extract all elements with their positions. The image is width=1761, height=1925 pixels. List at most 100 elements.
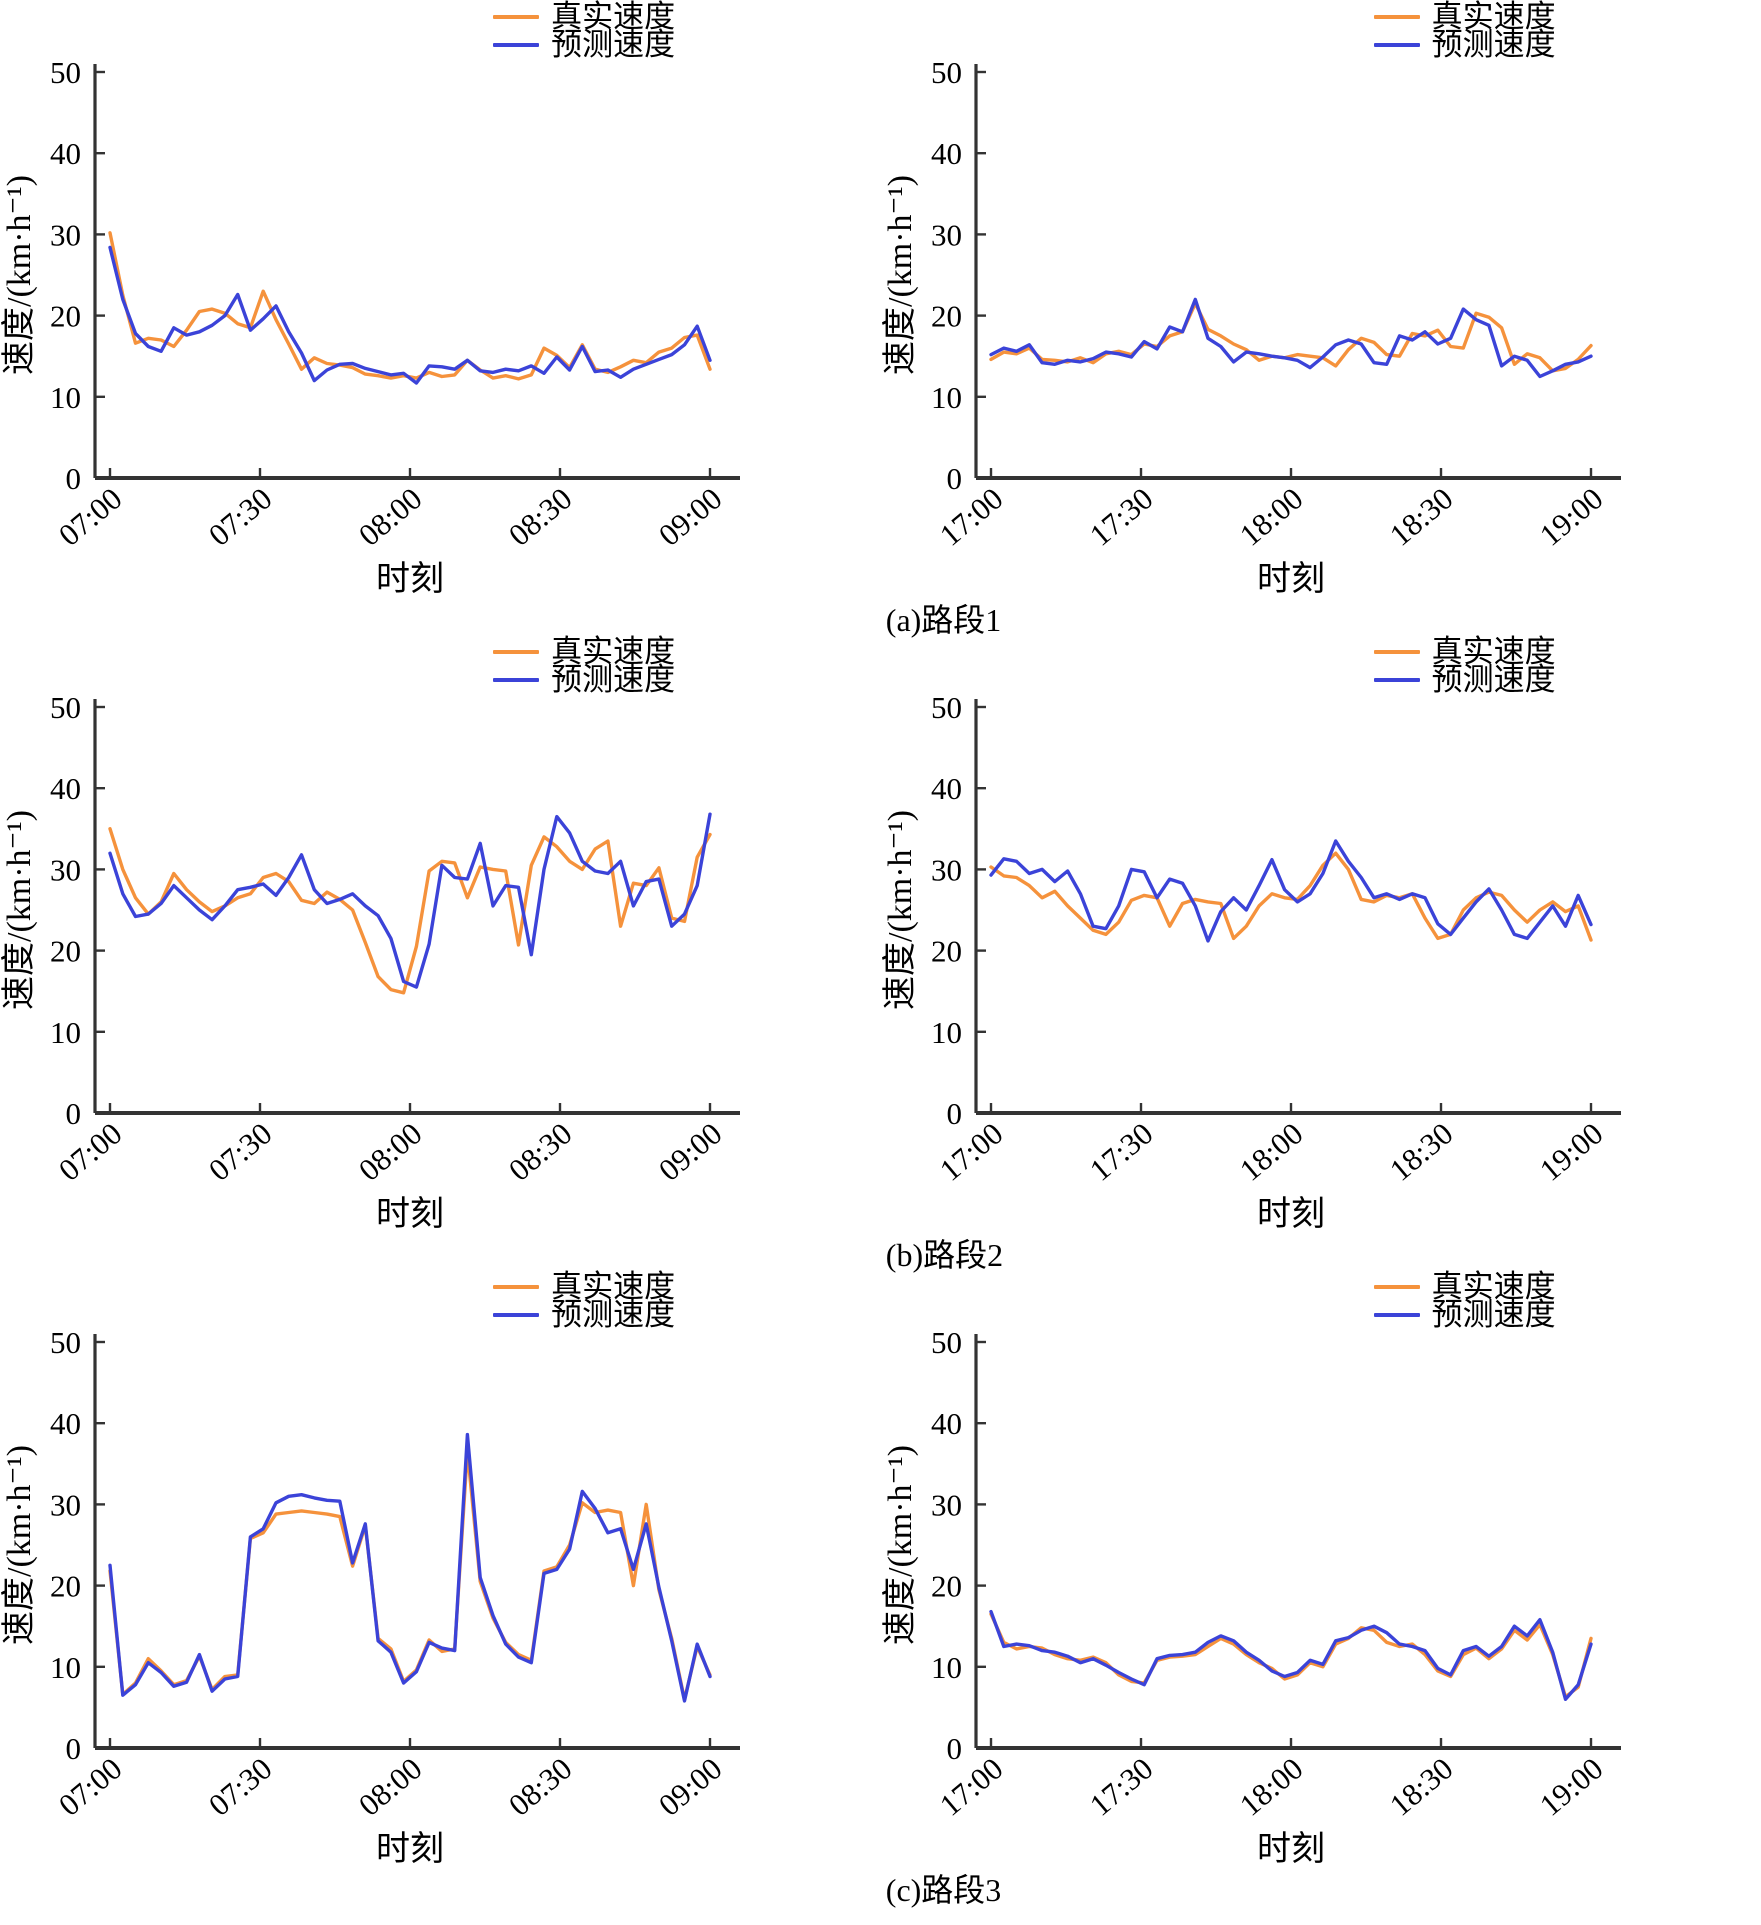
y-axis-tick-label: 0 <box>946 461 962 496</box>
pred-speed-line-swatch <box>493 1313 540 1317</box>
legend-item-pred: 预测速度 <box>1373 1297 1761 1332</box>
x-axis-tick-label: 19:00 <box>1532 1116 1609 1188</box>
predicted-speed-line <box>988 1609 1593 1701</box>
x-axis-tick-label: 18:00 <box>1232 1116 1309 1188</box>
legend-item-pred: 预测速度 <box>493 664 880 695</box>
x-axis-label: 时刻 <box>376 1830 444 1868</box>
legend-label-pred: 预测速度 <box>1431 1297 1556 1332</box>
x-axis-tick-label: 08:00 <box>352 481 429 553</box>
line-chart-segment2-evening: 0 10 20 30 40 50 17:00 17:30 18:00 18:30 19:00 速度/(… <box>881 693 1621 1233</box>
y-axis-tick-label: 30 <box>50 217 81 252</box>
real-speed-line-swatch <box>493 650 540 654</box>
real-speed-line-swatch <box>1373 1285 1420 1289</box>
pred-speed-line-swatch <box>1373 678 1420 682</box>
legend-item-pred: 预测速度 <box>493 1297 880 1332</box>
y-axis-tick-label: 50 <box>50 693 81 725</box>
x-axis-tick-label: 08:30 <box>502 1751 579 1823</box>
y-axis-tick-label: 0 <box>946 1096 962 1131</box>
y-axis-tick-label: 50 <box>50 58 81 90</box>
y-axis-tick-label: 20 <box>931 934 962 969</box>
y-axis-tick-label: 10 <box>50 1015 81 1050</box>
y-axis-label: 速度/(km·h⁻¹) <box>0 1445 38 1645</box>
chart-legend: 真实速度 预测速度 <box>0 634 881 695</box>
real-speed-line-swatch <box>1373 650 1420 654</box>
y-axis-tick-label: 50 <box>931 58 962 90</box>
x-axis-tick-label: 19:00 <box>1532 481 1609 553</box>
x-axis-tick-label: 17:30 <box>1082 481 1159 553</box>
legend-label-pred: 预测速度 <box>551 1297 676 1332</box>
y-axis-tick-label: 30 <box>50 1487 81 1522</box>
x-axis-tick-label: 08:00 <box>352 1116 429 1188</box>
y-axis-tick-label: 0 <box>66 461 82 496</box>
x-axis-label: 时刻 <box>376 560 444 598</box>
y-axis-tick-label: 20 <box>50 934 81 969</box>
chart-cell-a-evening: 真实速度 预测速度 0 10 20 30 40 50 17:00 17:30 18:00 18:3… <box>881 0 1761 603</box>
y-axis-tick-label: 20 <box>50 299 81 334</box>
legend-item-real: 真实速度 <box>493 0 880 34</box>
x-axis-tick-label: 07:00 <box>52 1116 129 1188</box>
x-axis-tick-label: 08:30 <box>502 481 579 553</box>
legend-item-real: 真实速度 <box>1373 1271 1761 1302</box>
y-axis-label: 速度/(km·h⁻¹) <box>881 810 919 1010</box>
y-axis-tick-label: 10 <box>931 380 962 415</box>
real-speed-line <box>108 231 712 381</box>
predicted-speed-line <box>108 245 712 385</box>
x-axis-tick-label: 17:30 <box>1082 1751 1159 1823</box>
row-segment-1: 真实速度 预测速度 0 10 20 30 40 50 07:00 07:30 08:00 08:3… <box>0 0 1761 641</box>
y-axis-tick-label: 20 <box>931 299 962 334</box>
pred-speed-line-swatch <box>1373 43 1420 47</box>
x-axis-tick-label: 07:30 <box>202 1116 279 1188</box>
legend-item-pred: 预测速度 <box>493 27 880 62</box>
x-axis-tick-label: 07:30 <box>202 1751 279 1823</box>
predicted-speed-line <box>108 1432 712 1703</box>
pred-speed-line-swatch <box>493 678 540 682</box>
charts-row-a: 真实速度 预测速度 0 10 20 30 40 50 07:00 07:30 08:00 08:3… <box>0 0 1761 603</box>
legend-label-real: 真实速度 <box>551 0 676 34</box>
x-axis-tick-label: 08:00 <box>352 1751 429 1823</box>
row-segment-2: 真实速度 预测速度 0 10 20 30 40 50 07:00 07:30 08:00 08:3… <box>0 634 1761 1276</box>
y-axis-label: 速度/(km·h⁻¹) <box>881 1445 919 1645</box>
legend-label-real: 真实速度 <box>551 634 676 669</box>
subfigure-caption-a: (a)路段1 <box>885 602 1002 638</box>
chart-cell-c-morning: 真实速度 预测速度 0 10 20 30 40 50 07:00 07:30 08:00 08:3… <box>0 1271 881 1873</box>
x-axis-label: 时刻 <box>1257 1830 1325 1868</box>
legend-item-pred: 预测速度 <box>1373 662 1761 697</box>
y-axis-tick-label: 40 <box>931 1406 962 1441</box>
subfigure-caption-c: (c)路段3 <box>885 1872 1002 1908</box>
x-axis-tick-label: 09:00 <box>652 481 729 553</box>
real-speed-line-swatch <box>493 1285 540 1289</box>
legend-item-pred: 预测速度 <box>1373 29 1761 60</box>
real-speed-line-swatch <box>1373 15 1420 19</box>
x-axis-tick-label: 07:00 <box>52 1751 129 1823</box>
y-axis-tick-label: 50 <box>50 1328 81 1360</box>
chart-cell-b-morning: 真实速度 预测速度 0 10 20 30 40 50 07:00 07:30 08:00 08:3… <box>0 634 881 1238</box>
charts-row-c: 真实速度 预测速度 0 10 20 30 40 50 07:00 07:30 08:00 08:3… <box>0 1271 1761 1873</box>
real-speed-line <box>108 827 712 995</box>
y-axis-label: 速度/(km·h⁻¹) <box>0 175 38 375</box>
y-axis-tick-label: 40 <box>50 1406 81 1441</box>
legend-label-real: 真实速度 <box>1431 0 1556 34</box>
legend-label-pred: 预测速度 <box>551 27 676 62</box>
predicted-speed-line <box>108 812 712 989</box>
line-chart-segment2-morning: 0 10 20 30 40 50 07:00 07:30 08:00 08:30 09:00 速度/(… <box>0 693 740 1233</box>
x-axis-tick-label: 18:30 <box>1382 1116 1459 1188</box>
line-chart-segment1-morning: 0 10 20 30 40 50 07:00 07:30 08:00 08:30 09:00 速度/(… <box>0 58 740 598</box>
y-axis-tick-label: 10 <box>50 380 81 415</box>
x-axis-tick-label: 09:00 <box>652 1116 729 1188</box>
y-axis-tick-label: 30 <box>50 852 81 887</box>
x-axis-tick-label: 09:00 <box>652 1751 729 1823</box>
x-axis-tick-label: 18:00 <box>1232 1751 1309 1823</box>
row-segment-3: 真实速度 预测速度 0 10 20 30 40 50 07:00 07:30 08:00 08:3… <box>0 1271 1761 1911</box>
x-axis-tick-label: 18:00 <box>1232 481 1309 553</box>
y-axis-tick-label: 30 <box>931 1487 962 1522</box>
legend-item-real: 真实速度 <box>493 1271 880 1302</box>
x-axis-tick-label: 19:00 <box>1532 1751 1609 1823</box>
chart-legend: 真实速度 预测速度 <box>881 636 1761 697</box>
legend-label-pred: 预测速度 <box>1431 662 1556 697</box>
chart-cell-b-evening: 真实速度 预测速度 0 10 20 30 40 50 17:00 17:30 18:00 18:3… <box>881 636 1761 1238</box>
y-axis-tick-label: 20 <box>50 1569 81 1604</box>
y-axis-tick-label: 0 <box>66 1731 82 1766</box>
y-axis-tick-label: 0 <box>66 1096 82 1131</box>
x-axis-tick-label: 17:00 <box>932 1116 1009 1188</box>
